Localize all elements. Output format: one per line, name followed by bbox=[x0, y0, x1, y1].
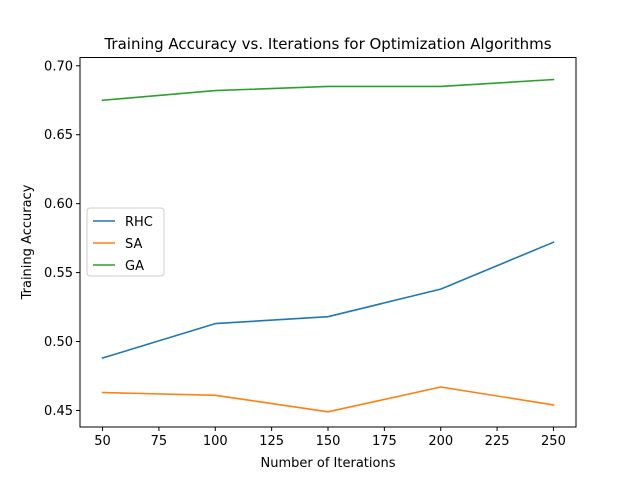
y-tick-label: 0.50 bbox=[44, 335, 73, 350]
legend-label-sa: SA bbox=[125, 237, 142, 252]
legend-label-ga: GA bbox=[125, 259, 144, 274]
x-tick-label: 200 bbox=[428, 434, 453, 449]
x-tick-label: 100 bbox=[203, 434, 228, 449]
x-axis-ticks: 50 75 100 125 150 175 200 225 250 bbox=[94, 427, 566, 449]
x-tick-label: 250 bbox=[541, 434, 566, 449]
plot-frame bbox=[79, 57, 577, 428]
legend-label-rhc: RHC bbox=[125, 215, 153, 230]
y-axis-ticks: 0.45 0.50 0.55 0.60 0.65 0.70 bbox=[44, 59, 80, 419]
series-line-rhc bbox=[101, 241, 555, 360]
y-tick-label: 0.55 bbox=[44, 266, 73, 281]
legend: RHC SA GA bbox=[86, 207, 165, 277]
y-tick-label: 0.45 bbox=[44, 404, 73, 419]
y-tick-label: 0.70 bbox=[44, 59, 73, 74]
chart-title: Training Accuracy vs. Iterations for Opt… bbox=[103, 35, 551, 53]
series-line-ga bbox=[101, 78, 555, 102]
y-axis-label: Training Accuracy bbox=[20, 184, 35, 300]
x-axis-label: Number of Iterations bbox=[261, 456, 396, 471]
x-tick-label: 125 bbox=[259, 434, 284, 449]
x-tick-label: 50 bbox=[94, 434, 111, 449]
x-tick-label: 150 bbox=[316, 434, 341, 449]
legend-box bbox=[86, 207, 165, 277]
y-tick-label: 0.65 bbox=[44, 128, 73, 143]
y-tick-label: 0.60 bbox=[44, 197, 73, 212]
x-tick-label: 175 bbox=[372, 434, 397, 449]
x-tick-label: 75 bbox=[151, 434, 168, 449]
series-line-sa bbox=[101, 386, 555, 413]
series-layer bbox=[101, 78, 555, 413]
x-tick-label: 225 bbox=[485, 434, 510, 449]
